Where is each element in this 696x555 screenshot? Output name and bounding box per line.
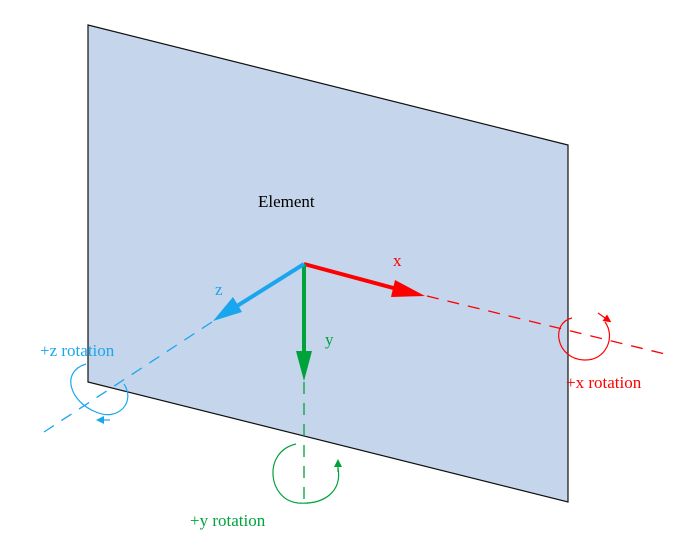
x-axis: x — [303, 251, 666, 355]
x-axis-label: x — [393, 251, 402, 270]
x-axis-arrowhead — [391, 280, 425, 297]
x-rotation-label: +x rotation — [566, 373, 642, 392]
z-rotation-label: +z rotation — [40, 341, 115, 360]
z-axis-label: z — [215, 280, 223, 299]
y-rotation-label: +y rotation — [190, 511, 266, 530]
y-axis: y — [296, 264, 334, 505]
z-rotation-indicator: +z rotation — [40, 341, 129, 424]
y-axis-arrowhead — [296, 351, 312, 381]
x-rotation-arrow-icon — [597, 312, 612, 323]
z-axis: z — [43, 262, 306, 433]
y-rotation-indicator: +y rotation — [190, 443, 342, 530]
element-label: Element — [258, 192, 315, 211]
z-axis-arrowhead — [213, 297, 242, 321]
element-plane — [87, 24, 569, 503]
y-axis-label: y — [325, 330, 334, 349]
x-rotation-indicator: +x rotation — [558, 312, 642, 392]
